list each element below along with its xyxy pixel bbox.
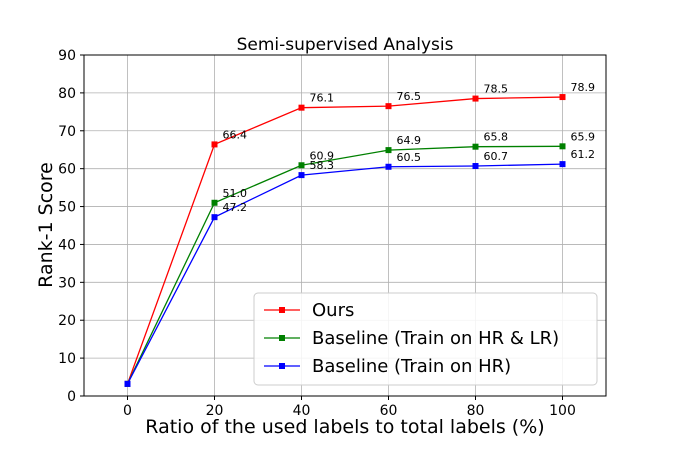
data-point-0-1	[211, 141, 218, 148]
legend-marker-2	[279, 363, 285, 369]
data-point-1-2	[298, 162, 305, 169]
series-line-0	[126, 96, 563, 385]
data-point-1-4	[472, 143, 479, 150]
data-label-0-3: 76.5	[397, 90, 422, 103]
y-tick-label-7: 70	[58, 124, 76, 140]
y-axis-title: Rank-1 Score	[35, 162, 57, 288]
data-label-0-4: 78.5	[484, 83, 509, 96]
legend-marker-0	[279, 307, 285, 313]
data-label-0-5: 78.9	[571, 81, 596, 94]
plot-frame	[83, 54, 607, 397]
data-label-1-1: 51.0	[223, 187, 248, 200]
x-tick-label-3: 60	[380, 403, 398, 419]
legend-box	[253, 292, 598, 386]
y-tick-label-5: 50	[58, 200, 76, 216]
data-label-0-2: 76.1	[310, 92, 335, 105]
data-point-1-1	[211, 199, 218, 206]
data-point-2-2	[298, 172, 305, 179]
legend-marker-1	[279, 335, 285, 341]
y-tick-label-0: 0	[67, 389, 76, 405]
x-tick-label-5: 100	[549, 403, 576, 419]
y-tick-label-3: 30	[58, 275, 76, 291]
data-point-0-2	[298, 104, 305, 111]
data-label-1-3: 64.9	[397, 134, 422, 147]
legend: Ours Baseline (Train on HR & LR) Baseline …	[253, 292, 598, 386]
data-label-2-2: 58.3	[310, 159, 335, 172]
x-tick-label-2: 40	[293, 403, 311, 419]
data-point-0-3	[385, 103, 392, 110]
data-label-0-1: 66.4	[223, 128, 248, 141]
data-label-2-5: 61.2	[571, 148, 596, 161]
y-tick-label-2: 20	[58, 313, 76, 329]
y-tick-label-8: 80	[58, 86, 76, 102]
series-line-2	[126, 163, 563, 385]
data-point-0-4	[472, 95, 479, 102]
y-tick-label-1: 10	[58, 351, 76, 367]
data-label-2-4: 60.7	[484, 150, 509, 163]
legend-label-1: Baseline (Train on HR & LR)	[312, 328, 559, 349]
data-point-2-0	[124, 380, 131, 387]
y-tick-label-6: 60	[58, 162, 76, 178]
data-point-1-3	[385, 147, 392, 154]
x-tick-label-1: 20	[206, 403, 224, 419]
series-line-1	[126, 145, 563, 385]
legend-label-0: Ours	[312, 300, 354, 321]
y-tick-label-9: 90	[58, 48, 76, 64]
data-point-1-5	[559, 143, 566, 150]
x-tick-label-0: 0	[123, 403, 132, 419]
y-tick-label-4: 40	[58, 237, 76, 253]
data-label-1-4: 65.8	[484, 131, 509, 144]
data-label-2-1: 47.2	[223, 201, 248, 214]
data-point-2-5	[559, 161, 566, 168]
legend-label-2: Baseline (Train on HR)	[312, 356, 511, 377]
data-label-1-2: 60.9	[310, 149, 335, 162]
x-tick-label-4: 80	[467, 403, 485, 419]
x-axis-title: Ratio of the used labels to total labels…	[145, 416, 544, 438]
data-label-2-3: 60.5	[397, 151, 422, 164]
data-label-1-5: 65.9	[571, 130, 596, 143]
data-point-2-1	[211, 214, 218, 221]
data-point-2-3	[385, 163, 392, 170]
plot-area: 0 20 40 60 80 100 0 10 20 30 40 50 60 70 80 90 66.4 76.1 7…	[58, 48, 607, 419]
chart-title: Semi-supervised Analysis	[237, 35, 454, 55]
data-point-0-5	[559, 94, 566, 101]
data-point-2-4	[472, 163, 479, 170]
